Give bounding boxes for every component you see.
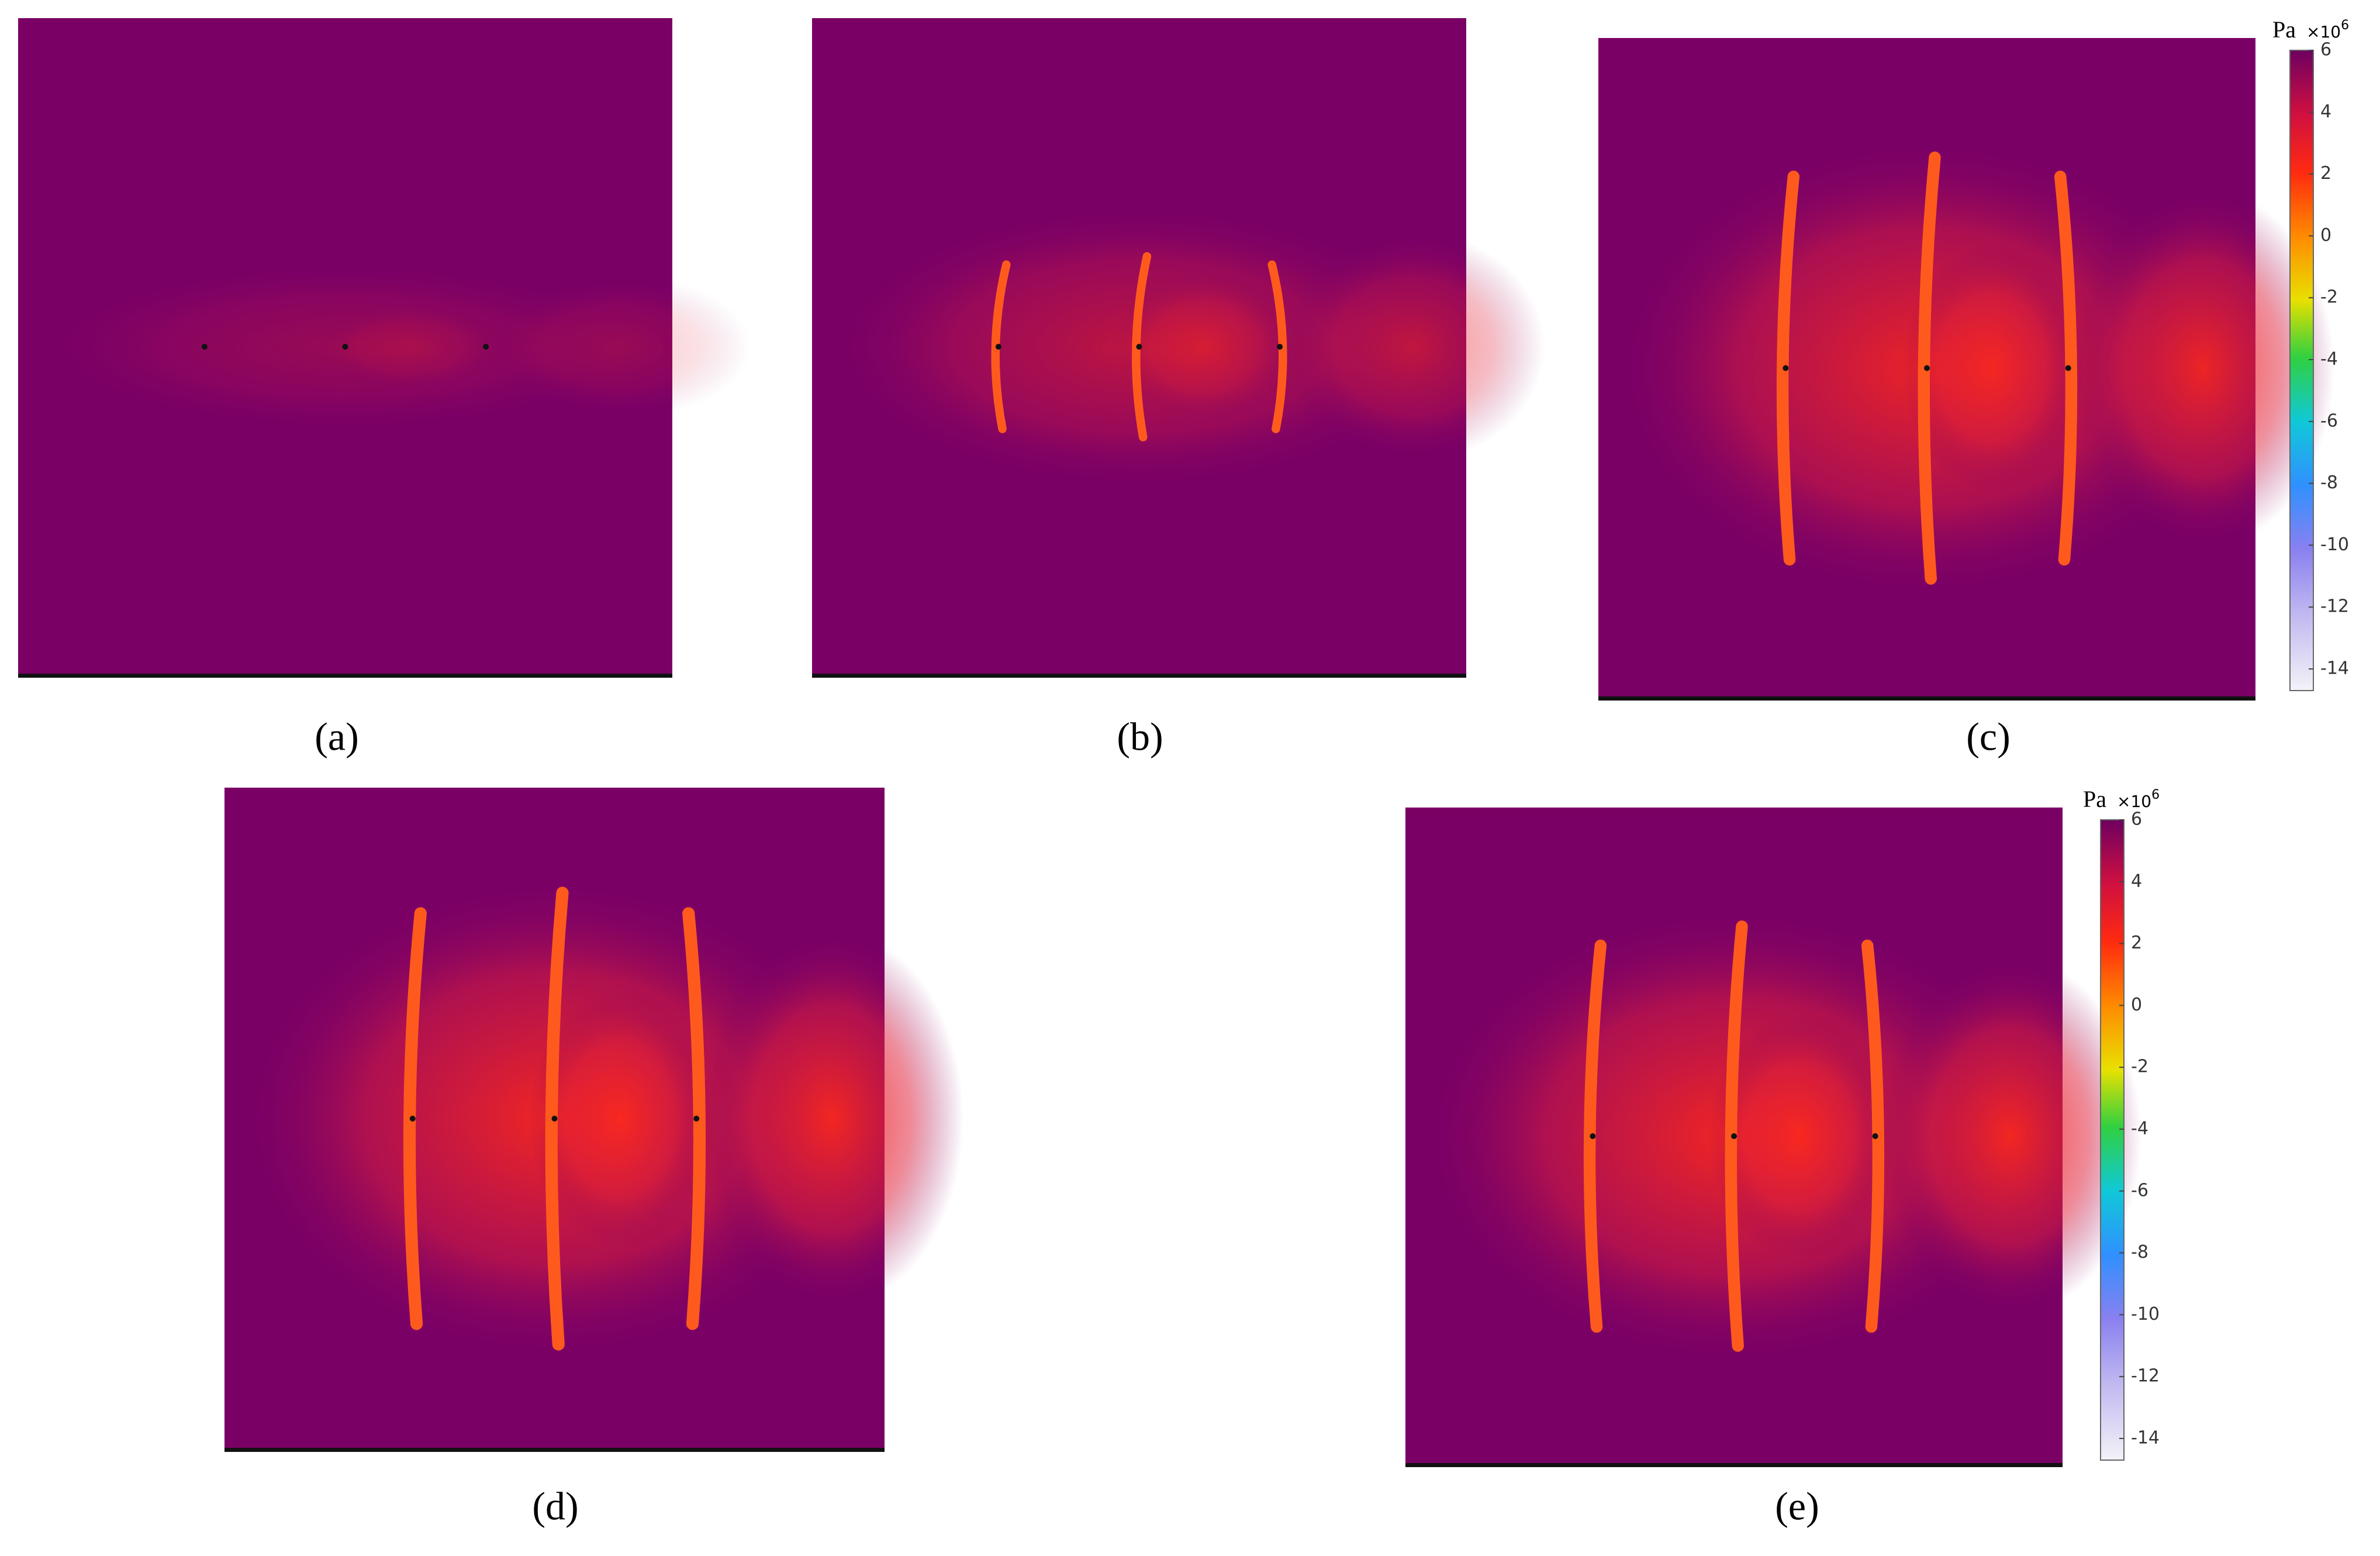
stress-glow (1113, 271, 1297, 423)
panel-caption: (d) (532, 1484, 578, 1529)
colorbar-tick-label: -8 (2131, 1242, 2148, 1262)
injection-point (995, 344, 1001, 350)
panel-caption: (a) (315, 715, 358, 759)
stress-panel (812, 18, 1545, 678)
colorbar (2289, 50, 2314, 691)
colorbar-tick-label: 0 (2320, 225, 2331, 246)
colorbar-tick-label: -10 (2131, 1304, 2160, 1324)
colorbar-tick-label: -6 (2320, 410, 2338, 431)
panel-caption: (c) (1966, 715, 2010, 759)
colorbar-multiplier: ×106 (2117, 788, 2160, 811)
injection-point (2065, 365, 2071, 371)
colorbar-multiplier: ×106 (2306, 18, 2349, 42)
colorbar-tick-label: 0 (2131, 995, 2142, 1015)
colorbar-tick-label: 4 (2131, 871, 2142, 891)
colorbar-tick-label: 2 (2320, 163, 2331, 184)
colorbar-tick-label: 2 (2131, 933, 2142, 953)
stress-glow (319, 303, 503, 391)
panel-baseline (1598, 696, 2255, 701)
stress-glow (699, 929, 964, 1308)
colorbar-tick-label: -12 (2131, 1366, 2160, 1386)
injection-point (1136, 344, 1142, 350)
colorbar (2100, 819, 2125, 1461)
colorbar-tick-label: -4 (2320, 349, 2338, 369)
injection-point (1872, 1133, 1878, 1139)
fracture (2054, 170, 2078, 566)
injection-point (483, 344, 489, 350)
panel-baseline (224, 1448, 885, 1452)
multiplier-exponent: 6 (2151, 788, 2160, 802)
fracture (403, 907, 427, 1330)
injection-point (1277, 344, 1283, 350)
multiplier-base: ×10 (2117, 792, 2151, 811)
fracture (545, 886, 569, 1351)
injection-point (1590, 1133, 1596, 1139)
multiplier-base: ×10 (2306, 22, 2341, 42)
panel-caption: (e) (1775, 1484, 1819, 1529)
colorbar-tick-label: 4 (2320, 101, 2331, 122)
colorbar-tick-label: -8 (2320, 472, 2338, 493)
colorbar-tick-label: 6 (2131, 809, 2142, 830)
injection-point (409, 1116, 416, 1122)
injection-point (1924, 365, 1930, 371)
stress-panel (224, 788, 964, 1452)
fracture (1132, 252, 1152, 441)
stress-panel (18, 18, 751, 678)
stress-glow (2071, 187, 2334, 549)
fracture (682, 907, 706, 1330)
stress-glow (1708, 1013, 1892, 1260)
colorbar-unit: Pa (2272, 16, 2296, 43)
stress-glow (528, 988, 713, 1249)
colorbar-tick-label: -12 (2320, 596, 2349, 617)
colorbar-tick-label: -2 (2320, 287, 2338, 308)
injection-point (342, 344, 348, 350)
colorbar-tick-label: -4 (2131, 1118, 2148, 1138)
colorbar-tick-label: -10 (2320, 534, 2349, 555)
multiplier-exponent: 6 (2341, 18, 2349, 33)
fracture (1861, 939, 1885, 1333)
stress-panel (1405, 808, 2141, 1467)
stress-glow (1878, 956, 2141, 1316)
fracture (1725, 920, 1748, 1352)
fracture (1918, 151, 1941, 585)
stress-glow (1901, 244, 2085, 492)
colorbar-unit: Pa (2083, 786, 2106, 812)
colorbar-tick-label: 6 (2320, 40, 2331, 60)
injection-point (1731, 1133, 1737, 1139)
panel-baseline (812, 674, 1466, 678)
injection-point (693, 1116, 700, 1122)
panel-baseline (18, 674, 672, 678)
colorbar-tick-label: -14 (2131, 1427, 2160, 1448)
colorbar-tick-label: -14 (2320, 658, 2349, 678)
colorbar-tick-label: -2 (2131, 1057, 2148, 1077)
stress-panel (1598, 38, 2334, 701)
panel-caption: (b) (1117, 715, 1163, 759)
fracture (1776, 170, 1800, 566)
injection-point (551, 1116, 558, 1122)
injection-point (201, 344, 208, 350)
stress-glow (1283, 232, 1545, 462)
stress-glow (489, 275, 751, 419)
fracture (1583, 939, 1607, 1333)
injection-point (1783, 365, 1789, 371)
colorbar-tick-label: -6 (2131, 1180, 2148, 1200)
panel-baseline (1405, 1463, 2063, 1467)
